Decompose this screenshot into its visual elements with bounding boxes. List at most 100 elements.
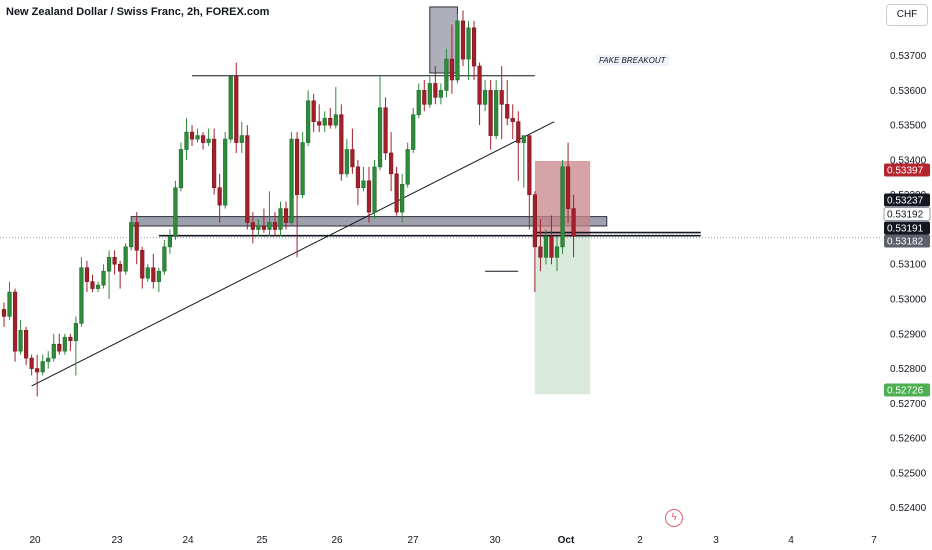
x-tick-label: 2 <box>637 535 643 546</box>
candle-body <box>538 246 543 258</box>
candle-body <box>510 117 515 122</box>
candle-body <box>488 90 493 136</box>
x-tick-label: 4 <box>788 535 794 546</box>
candle-body <box>438 90 443 98</box>
candle-body <box>167 236 173 248</box>
currency-button[interactable]: CHF <box>886 4 928 26</box>
candle-body <box>51 343 56 359</box>
y-tick-label: 0.53100 <box>890 260 927 271</box>
candle-body <box>444 58 449 91</box>
candle-body <box>571 208 576 237</box>
candle-body <box>245 135 250 223</box>
candle-body <box>521 135 526 143</box>
y-tick-label: 0.52700 <box>890 399 927 410</box>
candle-body <box>217 187 222 206</box>
y-tick-label: 0.53700 <box>890 51 927 62</box>
candle-body <box>560 166 565 248</box>
candle-body <box>173 187 178 237</box>
candle-body <box>449 58 455 81</box>
candle-body <box>195 135 200 140</box>
candle-body <box>394 173 399 213</box>
candle-body <box>283 208 289 223</box>
y-tick-label: 0.53600 <box>890 86 927 97</box>
candle-body <box>12 291 18 352</box>
candle-body <box>24 329 29 359</box>
x-tick-label: 24 <box>182 535 194 546</box>
candle-body <box>90 281 95 289</box>
candle-body <box>300 142 305 196</box>
candle-body <box>7 291 12 317</box>
candle-body <box>339 114 344 175</box>
candle-body <box>239 135 244 143</box>
candle-body <box>200 135 206 143</box>
candle-body <box>68 336 73 342</box>
candle-body <box>18 329 23 352</box>
candle-body <box>212 138 217 189</box>
candle-body <box>261 225 267 230</box>
candle-body <box>549 236 554 258</box>
price-badge <box>884 234 930 248</box>
price-badge-label: 0.53192 <box>887 210 924 221</box>
candle-body <box>206 138 211 143</box>
price-badge-label: 0.53237 <box>887 196 924 207</box>
candle-body <box>84 267 90 282</box>
candle-body <box>145 267 150 279</box>
x-tick-label: 30 <box>489 535 501 546</box>
y-tick-label: 0.53400 <box>890 155 927 166</box>
candle-body <box>322 117 327 126</box>
candle-body <box>317 121 322 126</box>
candle-body <box>140 250 145 279</box>
x-tick-label: 20 <box>29 535 41 546</box>
candle-body <box>411 114 416 150</box>
candle-body <box>460 20 466 60</box>
candle-body <box>383 107 388 154</box>
candle-body <box>46 357 51 362</box>
candle-body <box>377 107 383 168</box>
price-badge <box>884 383 930 397</box>
y-tick-label: 0.52400 <box>890 503 927 514</box>
candle-body <box>554 246 560 258</box>
candle-body <box>79 267 84 324</box>
candle-body <box>106 256 112 272</box>
candle-body <box>366 180 372 213</box>
candle-body <box>1 309 7 317</box>
candle-body <box>477 65 482 105</box>
candle-body <box>223 138 228 206</box>
candle-body <box>361 180 366 189</box>
candle-body <box>73 323 78 342</box>
candle-body <box>184 131 189 150</box>
candle-body <box>427 83 432 105</box>
candle-body <box>455 20 460 81</box>
candle-body <box>328 117 333 126</box>
candle-body <box>527 135 532 196</box>
candle-body <box>95 284 101 289</box>
candle-body <box>156 270 161 282</box>
candle-body <box>311 100 316 122</box>
price-badge <box>884 193 930 207</box>
candle-body <box>189 131 195 140</box>
candle-body <box>422 90 427 105</box>
candle-body <box>505 104 510 119</box>
price-badge-label: 0.52726 <box>887 386 924 397</box>
take-profit-zone <box>534 235 591 395</box>
candle-body <box>532 194 537 248</box>
fake-breakout-label: FAKE BREAKOUT <box>596 55 669 66</box>
x-tick-label: 26 <box>331 535 343 546</box>
candle-body <box>178 149 184 189</box>
y-tick-label: 0.53500 <box>890 121 927 132</box>
candle-body <box>129 222 134 248</box>
candle-body <box>494 90 499 136</box>
price-badge-label: 0.53191 <box>887 224 924 235</box>
candle-body <box>483 90 488 105</box>
price-badge <box>884 221 930 235</box>
tradingview-logo-icon[interactable]: ϟ <box>665 509 683 527</box>
price-badge <box>883 207 931 221</box>
candle-body <box>333 114 338 126</box>
x-tick-label: Oct <box>558 535 575 546</box>
candle-body <box>405 149 410 185</box>
y-tick-label: 0.52500 <box>890 468 927 479</box>
candle-body <box>355 166 361 189</box>
x-tick-label: 7 <box>871 535 877 546</box>
candle-body <box>400 183 405 213</box>
